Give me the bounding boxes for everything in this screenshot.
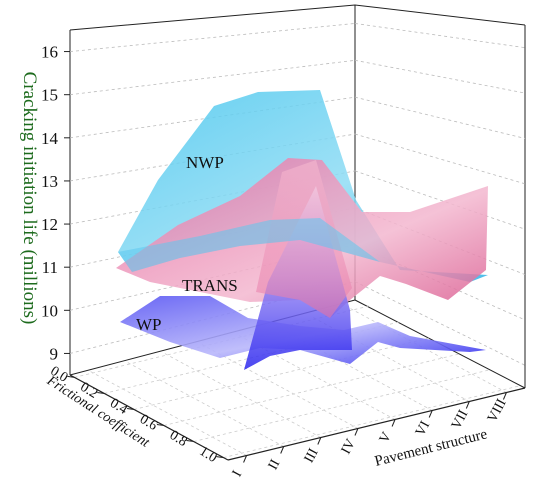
- y-axis-ticks: 0.00.20.40.60.81.0: [48, 364, 224, 466]
- series-label-trans: TRANS: [182, 276, 238, 295]
- x-tick-label: V: [377, 430, 395, 446]
- x-tick-label: III: [302, 446, 322, 466]
- x-tick-mark: [465, 401, 470, 409]
- y-gridline-floor: [223, 385, 521, 458]
- z-gridline-right: [354, 133, 526, 185]
- y-gridline-floor: [193, 369, 491, 442]
- z-tick-label: 11: [42, 258, 58, 277]
- x-tick-label: II: [266, 457, 284, 473]
- y-tick-mark: [216, 456, 224, 459]
- front-axes: [69, 374, 526, 461]
- y-gridline-floor: [163, 353, 461, 426]
- x-tick-label: VIII: [485, 396, 510, 425]
- z-gridline-right: [354, 96, 526, 139]
- x-axis-title: Pavement structure: [373, 426, 489, 470]
- x-tick-mark: [280, 446, 285, 454]
- z-axis-ticks: 9 10 11 12 13 14 15 16: [41, 43, 70, 363]
- x-tick-mark: [391, 419, 396, 427]
- x-tick-label: VII: [449, 407, 472, 432]
- z-gridline-right: [354, 281, 526, 366]
- z-tick-label: 16: [41, 43, 58, 62]
- x-tick-mark: [243, 455, 248, 463]
- series-label-nwp: NWP: [186, 153, 224, 172]
- x-gridline-floor: [125, 361, 284, 447]
- z-gridline-back: [69, 59, 356, 96]
- y-axis-title: Frictional coefficient: [43, 373, 152, 451]
- z-gridline-back: [69, 23, 356, 52]
- z-tick-label: 14: [41, 129, 59, 148]
- x-tick-mark: [354, 428, 359, 436]
- x-tick-mark: [428, 410, 433, 418]
- y-tick-label: 0.8: [167, 428, 190, 450]
- series-label-wp: WP: [136, 315, 162, 334]
- z-gridline-right: [354, 59, 526, 94]
- y-tick-mark: [67, 375, 75, 378]
- y-tick-mark: [97, 391, 105, 394]
- x-axis-line: [227, 387, 526, 461]
- y-tick-mark: [127, 407, 135, 410]
- x-tick-mark: [317, 437, 322, 445]
- z-tick-label: 13: [41, 172, 58, 191]
- x-tick-label: I: [230, 468, 246, 479]
- back-top-edge: [69, 4, 526, 31]
- surfaces: [116, 90, 488, 370]
- z-tick-label: 10: [41, 301, 58, 320]
- nwp-front-band: [118, 218, 380, 272]
- x-tick-mark: [502, 392, 507, 400]
- z-tick-label: 15: [41, 86, 58, 105]
- z-axis-title: Cracking initiation life (millions): [19, 72, 40, 325]
- z-tick-label: 12: [41, 215, 58, 234]
- x-tick-label: IV: [339, 437, 359, 457]
- z-tick-label: 9: [50, 344, 59, 363]
- y-tick-mark: [186, 440, 194, 443]
- y-gridline-floor: [134, 337, 432, 410]
- y-tick-mark: [156, 424, 164, 427]
- y-axis-line: [69, 374, 229, 461]
- x-tick-label: VI: [413, 419, 433, 439]
- x-gridline-floor: [162, 352, 322, 438]
- z-gridline-right: [354, 23, 526, 49]
- y-tick-label: 1.0: [197, 444, 220, 466]
